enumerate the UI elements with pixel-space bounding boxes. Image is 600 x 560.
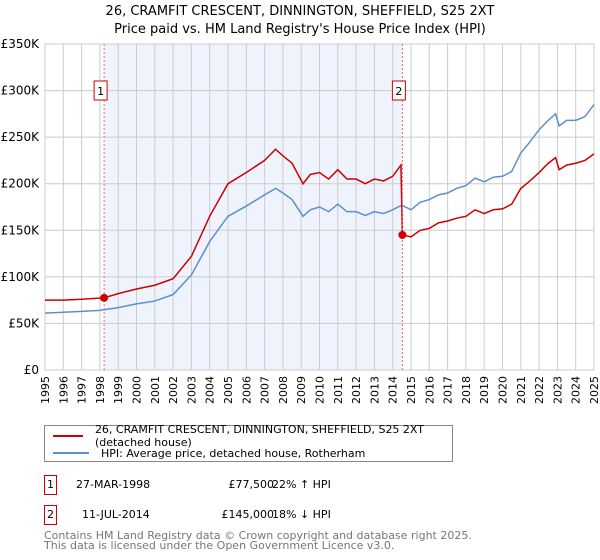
legend-swatch-blue: [53, 452, 89, 454]
sale-label-box: [391, 80, 406, 101]
y-tick-label: £0: [24, 363, 39, 377]
transaction-price: £145,000: [221, 508, 275, 521]
x-tick-label: 2015: [405, 376, 418, 404]
legend: 26, CRAMFIT CRESCENT, DINNINGTON, SHEFFI…: [44, 423, 453, 462]
hpi-line: [44, 104, 595, 314]
y-tick-label: £50K: [8, 316, 40, 330]
footer-copyright: Contains HM Land Registry data © Crown c…: [44, 529, 472, 542]
legend-label-property: 26, CRAMFIT CRESCENT, DINNINGTON, SHEFFI…: [94, 423, 424, 449]
legend-item-property: 26, CRAMFIT CRESCENT, DINNINGTON, SHEFFI…: [53, 423, 452, 449]
x-tick-label: 1997: [76, 376, 89, 404]
y-tick-label: £350K: [1, 37, 41, 51]
x-tick-label: 2021: [515, 376, 528, 404]
x-tick-label: 2024: [570, 376, 583, 404]
x-tick-label: 2000: [131, 376, 144, 404]
y-tick-label: £300K: [1, 84, 41, 98]
x-tick-label: 2012: [350, 376, 363, 404]
sale-label: 1: [97, 85, 104, 98]
x-tick-label: 2013: [368, 376, 381, 404]
sale-point: [100, 293, 109, 302]
transaction-delta: 18% ↓ HPI: [272, 508, 331, 521]
x-tick-label: 2004: [204, 376, 217, 404]
sale-label: 2: [395, 85, 402, 98]
x-tick-label: 2009: [295, 376, 308, 404]
x-tick-label: 2010: [314, 376, 327, 404]
x-tick-label: 2016: [423, 376, 436, 404]
y-tick-label: £100K: [1, 270, 41, 284]
chart-title: 26, CRAMFIT CRESCENT, DINNINGTON, SHEFFI…: [106, 4, 495, 19]
x-tick-label: 1995: [39, 376, 52, 404]
x-tick-label: 1999: [112, 376, 125, 404]
x-tick-label: 2020: [497, 376, 510, 404]
transaction-row: 1 27-MAR-1998 £77,500 22% ↑ HPI: [44, 475, 444, 495]
transaction-row: 2 11-JUL-2014 £145,000 18% ↓ HPI: [44, 505, 444, 525]
transaction-marker: 1: [44, 475, 57, 495]
x-tick-label: 2023: [551, 376, 564, 404]
price-chart: 26, CRAMFIT CRESCENT, DINNINGTON, SHEFFI…: [1, 4, 600, 404]
x-tick-label: 2018: [460, 376, 473, 404]
legend-label-hpi: HPI: Average price, detached house, Roth…: [101, 446, 366, 460]
x-tick-label: 2017: [442, 376, 455, 404]
y-tick-label: £250K: [1, 130, 41, 144]
x-tick-label: 2019: [478, 376, 491, 404]
x-tick-label: 2001: [149, 376, 162, 404]
shaded-period: [104, 44, 403, 370]
sale-label-box: [93, 80, 108, 101]
x-tick-label: 2008: [277, 376, 290, 404]
x-tick-label: 2022: [533, 376, 546, 404]
property-price-line: [45, 148, 595, 301]
x-tick-label: 2002: [167, 376, 180, 404]
transaction-delta: 22% ↑ HPI: [272, 478, 331, 491]
chart-subtitle: Price paid vs. HM Land Registry's House …: [114, 22, 486, 37]
x-tick-label: 2006: [240, 376, 253, 404]
x-tick-label: 2007: [259, 376, 272, 404]
footer-license: This data is licensed under the Open Gov…: [44, 539, 395, 552]
x-tick-label: 2003: [185, 376, 198, 404]
x-tick-label: 1996: [57, 376, 70, 404]
x-tick-label: 1998: [94, 376, 107, 404]
sale-point: [398, 230, 407, 239]
transaction-date: 27-MAR-1998: [76, 478, 151, 491]
y-tick-label: £150K: [1, 223, 41, 237]
x-tick-label: 2011: [332, 376, 345, 404]
x-tick-label: 2025: [588, 376, 600, 404]
x-tick-label: 2005: [222, 376, 235, 404]
legend-item-hpi: HPI: Average price, detached house, Roth…: [53, 445, 365, 461]
transaction-price: £77,500: [228, 478, 275, 491]
transaction-marker: 2: [44, 505, 57, 525]
legend-swatch-red: [53, 435, 83, 437]
y-tick-label: £200K: [1, 177, 41, 191]
plot-border: [44, 43, 595, 371]
footer: Contains HM Land Registry data © Crown c…: [44, 529, 472, 552]
x-tick-label: 2014: [387, 376, 400, 404]
transaction-date: 11-JUL-2014: [82, 508, 150, 521]
